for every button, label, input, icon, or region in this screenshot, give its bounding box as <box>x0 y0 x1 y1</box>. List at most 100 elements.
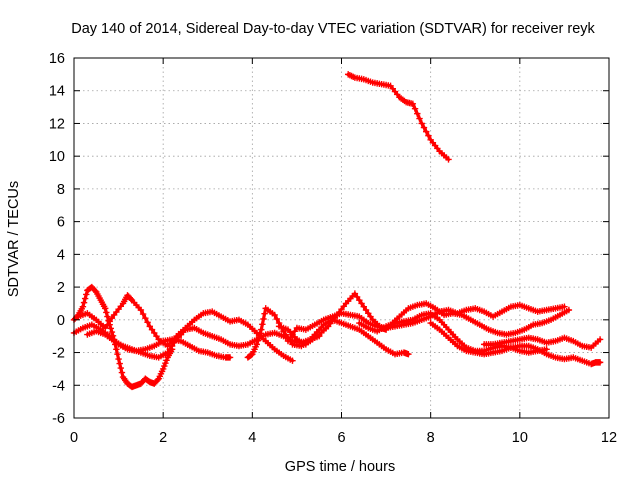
data-marker <box>414 110 421 117</box>
data-marker <box>259 321 266 328</box>
data-point <box>351 290 359 297</box>
data-marker <box>114 350 121 358</box>
data-marker <box>353 293 361 301</box>
data-marker <box>273 315 281 323</box>
data-marker <box>80 299 88 306</box>
data-point <box>289 357 296 364</box>
data-point <box>360 303 367 310</box>
data-point <box>271 311 278 319</box>
data-marker <box>291 328 298 335</box>
data-point <box>159 365 167 373</box>
data-marker <box>289 331 296 338</box>
x-tick-label: 4 <box>248 430 256 446</box>
data-marker <box>118 369 126 376</box>
data-marker <box>254 337 262 344</box>
data-marker <box>287 334 294 342</box>
x-tick-label: 8 <box>427 430 435 446</box>
data-point <box>596 359 604 366</box>
data-point <box>409 100 417 108</box>
y-tick-label: 10 <box>49 149 65 165</box>
data-marker <box>148 326 156 333</box>
data-point <box>258 326 265 333</box>
data-marker <box>108 328 116 336</box>
data-marker <box>248 351 255 359</box>
series-line <box>346 72 451 162</box>
y-tick-label: 16 <box>49 51 65 67</box>
y-tick-label: 0 <box>57 313 65 329</box>
series-arc-k <box>356 310 550 356</box>
data-marker <box>162 359 169 367</box>
x-tick-label: 12 <box>601 430 617 446</box>
series-arc-f <box>275 316 412 358</box>
data-marker <box>153 332 160 340</box>
series-arc-d <box>84 324 323 361</box>
data-marker <box>116 360 123 367</box>
data-marker <box>282 331 289 338</box>
y-tick-label: 8 <box>57 182 65 198</box>
data-marker <box>127 295 135 303</box>
data-point <box>561 303 568 310</box>
axes: 0 2 4 6 8 10 12 -6 -4 -2 0 2 4 6 8 10 12 14 16 <box>49 51 617 446</box>
y-tick-label: 2 <box>57 280 65 296</box>
data-marker <box>256 330 264 337</box>
data-point <box>137 306 145 314</box>
x-tick-label: 10 <box>512 430 528 446</box>
data-marker <box>106 318 113 325</box>
data-marker <box>423 128 430 135</box>
y-tick-label: -6 <box>52 411 65 427</box>
data-marker <box>362 306 370 314</box>
data-point <box>226 354 234 361</box>
data-marker <box>151 329 158 337</box>
data-marker <box>411 105 419 112</box>
data-point <box>418 120 425 127</box>
data-marker <box>163 357 170 364</box>
data-point <box>565 306 573 314</box>
data-point <box>146 323 153 330</box>
chart-title: Day 140 of 2014, Sidereal Day-to-day VTE… <box>71 21 595 37</box>
series-arc-high <box>344 71 452 163</box>
data-point <box>79 303 87 310</box>
data-marker <box>83 291 90 298</box>
data-marker <box>365 310 372 317</box>
data-point <box>284 337 292 345</box>
data-marker <box>113 346 120 353</box>
series-arc-h <box>387 300 573 338</box>
data-marker <box>91 287 99 294</box>
data-marker <box>367 313 374 320</box>
series-arc-j <box>480 334 604 351</box>
data-point <box>596 336 604 343</box>
data-marker <box>142 314 149 322</box>
data-marker <box>425 132 432 139</box>
y-tick-label: 12 <box>49 116 65 132</box>
data-marker <box>171 339 178 346</box>
x-axis-label: GPS time / hours <box>285 459 395 475</box>
x-tick-label: 2 <box>159 430 167 446</box>
data-marker <box>103 309 110 316</box>
data-point <box>115 355 122 363</box>
data-marker <box>255 333 263 341</box>
data-marker <box>104 321 111 328</box>
y-tick-label: 14 <box>49 84 65 100</box>
data-marker <box>261 310 268 317</box>
data-layer <box>70 71 604 391</box>
data-point <box>445 156 452 163</box>
y-axis-label: SDTVAR / TECUs <box>6 181 22 297</box>
data-marker <box>161 362 168 370</box>
data-marker <box>81 295 89 302</box>
grid <box>74 58 609 418</box>
data-marker <box>144 319 151 326</box>
x-tick-label: 0 <box>70 430 78 446</box>
y-tick-label: 4 <box>57 247 65 263</box>
data-marker <box>108 314 116 322</box>
data-marker <box>358 300 365 307</box>
data-point <box>102 305 109 312</box>
data-marker <box>416 115 423 122</box>
data-point <box>253 341 260 348</box>
data-point <box>543 346 550 353</box>
data-point <box>102 324 109 332</box>
data-marker <box>356 296 363 304</box>
data-marker <box>168 342 176 350</box>
y-tick-label: -2 <box>52 346 65 362</box>
